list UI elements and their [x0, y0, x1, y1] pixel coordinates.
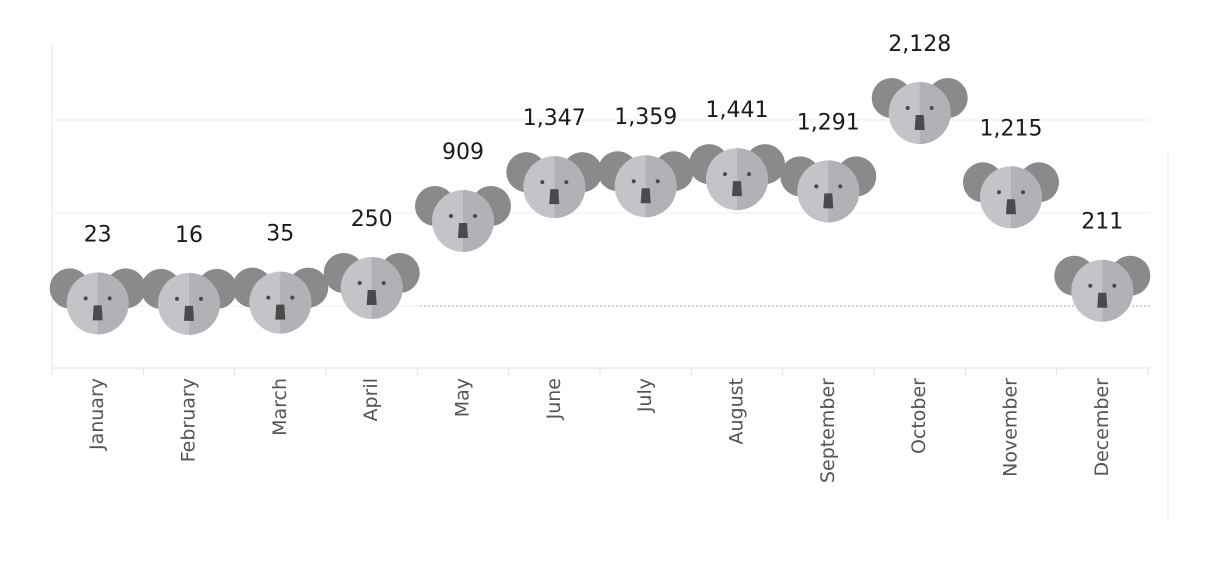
data-point-koala-icon[interactable] [963, 162, 1059, 229]
x-axis-tick-label: January [86, 378, 108, 451]
x-axis-tick-label: December [1091, 378, 1113, 477]
x-axis-tick-label: September [817, 378, 839, 483]
data-value-label: 1,441 [706, 98, 769, 123]
data-value-label: 250 [351, 207, 393, 232]
x-axis-tick-label: April [360, 378, 382, 421]
x-axis-tick-label: November [1000, 378, 1022, 477]
data-point-koala-icon[interactable] [232, 267, 329, 334]
data-value-label: 35 [266, 222, 294, 247]
data-point-koala-icon[interactable] [415, 186, 511, 252]
x-axis-tick-label: October [908, 378, 930, 454]
x-axis-tick-label: July [634, 378, 656, 413]
data-point-koala-icon[interactable] [49, 268, 146, 335]
data-value-label: 16 [175, 223, 203, 248]
x-axis-tick-label: June [543, 378, 565, 420]
data-point-koala-icon[interactable] [1054, 255, 1151, 322]
x-axis-tick-label: March [269, 378, 291, 436]
x-axis-tick-label: February [178, 378, 200, 462]
data-value-label: 23 [84, 222, 112, 247]
x-axis-tick-label: May [452, 378, 474, 417]
data-point-koala-icon[interactable] [689, 144, 785, 211]
data-value-label: 2,128 [888, 32, 951, 57]
data-value-label: 1,359 [614, 105, 677, 130]
data-point-koala-icon[interactable] [597, 151, 694, 218]
data-point-koala-icon[interactable] [871, 78, 968, 144]
data-value-label: 1,215 [980, 116, 1043, 141]
data-value-label: 909 [442, 140, 484, 165]
data-point-koala-icon[interactable] [506, 152, 603, 219]
x-axis-tick-label: August [726, 378, 748, 445]
data-value-label: 1,347 [523, 106, 586, 131]
data-point-koala-icon[interactable] [141, 268, 237, 335]
data-value-label: 1,291 [797, 110, 860, 135]
data-value-label: 211 [1081, 210, 1123, 235]
data-point-koala-icon[interactable] [323, 253, 420, 319]
